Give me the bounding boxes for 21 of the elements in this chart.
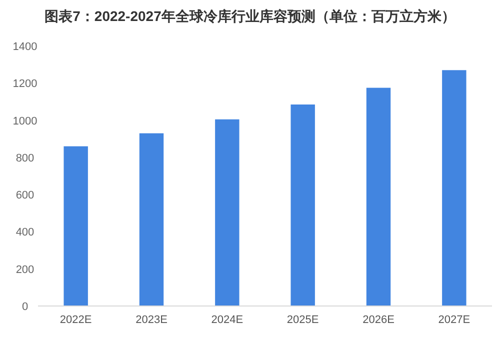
y-tick-label: 800	[16, 152, 34, 164]
y-tick-label: 1400	[12, 41, 38, 53]
bar	[139, 133, 164, 306]
chart-title: 图表7：2022-2027年全球冷库行业库容预测（单位：百万立方米）	[44, 8, 456, 24]
x-tick-label: 2025E	[286, 314, 319, 326]
bar	[366, 88, 391, 306]
y-tick-label: 200	[16, 264, 34, 276]
x-tick-label: 2023E	[136, 314, 168, 326]
x-tick-label: 2027E	[438, 314, 470, 326]
y-tick-label: 600	[16, 190, 34, 202]
x-tick-label: 2026E	[362, 314, 394, 326]
y-tick-label: 0	[22, 301, 28, 313]
x-tick-label: 2024E	[211, 314, 244, 326]
bar	[442, 70, 466, 306]
bar	[215, 119, 240, 306]
y-tick-label: 1200	[12, 78, 38, 90]
x-tick-label: 2022E	[60, 314, 92, 326]
bar	[290, 104, 315, 306]
y-tick-label: 400	[16, 226, 34, 239]
y-tick-label: 1000	[12, 115, 38, 128]
bar	[64, 146, 88, 306]
